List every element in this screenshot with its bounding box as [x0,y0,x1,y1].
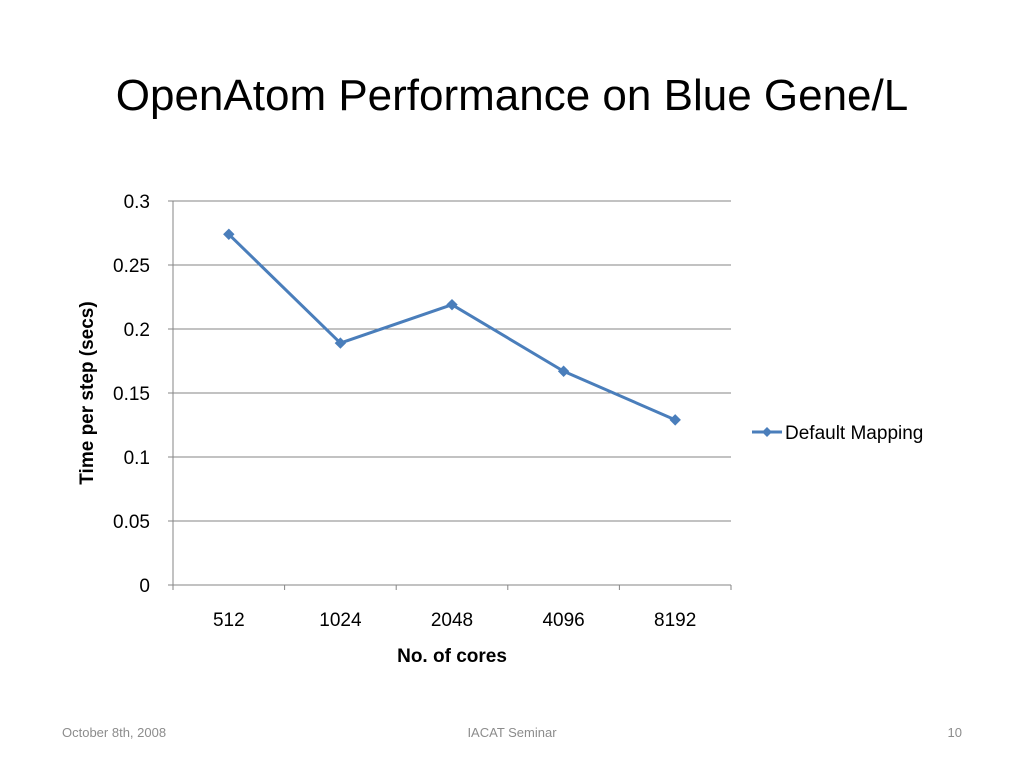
slide-title: OpenAtom Performance on Blue Gene/L [115,71,909,120]
x-tick-label: 2048 [431,610,473,631]
data-point-marker [446,298,458,311]
x-axis-title: No. of cores [397,646,507,667]
x-tick-label: 8192 [654,610,696,631]
series-layer [223,228,681,426]
y-axis-title: Time per step (secs) [77,301,98,484]
y-tick-label: 0.3 [124,192,150,213]
legend-label: Default Mapping [785,423,923,444]
data-point-marker [223,228,235,240]
data-point-marker [334,337,347,349]
axes [168,200,732,590]
legend: Default Mapping [752,423,923,444]
data-point-marker [669,414,681,426]
y-tick-label: 0 [139,576,150,597]
y-tick-label: 0.05 [113,512,150,533]
x-tick-label: 1024 [319,610,362,631]
y-tick-label: 0.1 [124,448,150,469]
legend-marker [762,427,772,437]
y-tick-label: 0.2 [124,320,150,341]
y-tick-label: 0.25 [113,256,150,277]
x-tick-label: 512 [213,610,245,631]
gridlines [173,200,731,522]
page-number: 10 [947,725,962,740]
x-tick-label: 4096 [542,610,584,631]
labels: 0 0.05 0.1 0.15 0.2 0.25 0.3 512 1024 2048 4096 819… [77,192,696,667]
series-line [227,233,676,422]
footer-center: IACAT Seminar [467,725,557,740]
y-tick-label: 0.15 [113,384,150,405]
data-point-marker [557,365,570,377]
footer-date: October 8th, 2008 [62,725,167,740]
